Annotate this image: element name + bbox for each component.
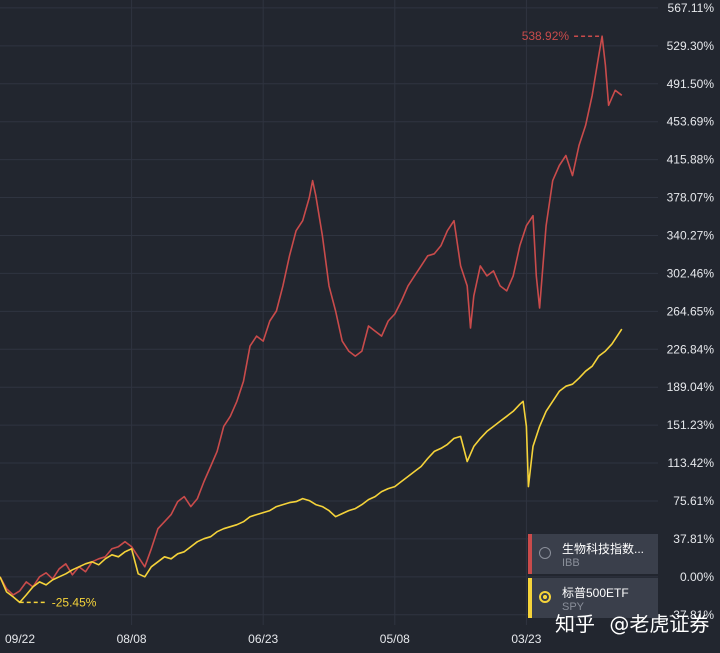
- x-tick-label: 03/23: [511, 632, 541, 646]
- annotation-label: -25.45%: [52, 595, 97, 609]
- y-tick-label: 491.50%: [667, 77, 715, 91]
- y-tick-label: 113.42%: [668, 456, 715, 470]
- watermark-at: @: [609, 612, 630, 636]
- y-tick-label: -37.81%: [669, 608, 714, 622]
- y-tick-label: 226.84%: [667, 342, 715, 356]
- toggle-circle-icon[interactable]: [539, 547, 551, 559]
- legend-color-bar: [528, 534, 532, 574]
- y-tick-label: 151.23%: [667, 418, 715, 432]
- x-tick-label: 05/08: [380, 632, 410, 646]
- y-tick-label: 378.07%: [667, 191, 715, 205]
- x-tick-label: 06/23: [248, 632, 278, 646]
- series-line-ibb: [0, 35, 623, 596]
- legend-ticker: SPY: [562, 601, 585, 613]
- y-tick-label: 37.81%: [673, 532, 714, 546]
- x-tick-label: 09/22: [5, 632, 35, 646]
- y-tick-label: 340.27%: [667, 228, 715, 242]
- source-watermark: 知乎 @老虎证券: [555, 608, 709, 637]
- y-tick-label: 189.04%: [667, 380, 715, 394]
- y-tick-label: 0.00%: [680, 570, 714, 584]
- y-tick-label: 264.65%: [667, 304, 715, 318]
- y-tick-label: 453.69%: [667, 115, 715, 129]
- y-tick-label: 529.30%: [667, 39, 715, 53]
- x-tick-label: 08/08: [117, 632, 147, 646]
- legend-item-ibb[interactable]: 生物科技指数... IBB: [528, 534, 658, 574]
- annotation-label: 538.92%: [522, 29, 570, 43]
- series-line-spy: [0, 328, 623, 604]
- legend-color-bar: [528, 578, 532, 618]
- y-tick-label: 415.88%: [667, 153, 715, 167]
- legend-series-name: 标普500ETF: [562, 586, 629, 600]
- legend-item-spy[interactable]: 标普500ETF SPY: [528, 578, 658, 618]
- y-tick-label: 302.46%: [667, 266, 715, 280]
- watermark-brand: 老虎证券: [629, 612, 710, 636]
- legend-series-name: 生物科技指数...: [562, 542, 645, 556]
- legend-ticker: IBB: [562, 557, 580, 569]
- toggle-dot-icon[interactable]: [539, 591, 551, 603]
- watermark-zhihu: 知乎: [555, 612, 595, 636]
- y-tick-label: 567.11%: [668, 1, 715, 15]
- y-tick-label: 75.61%: [673, 494, 714, 508]
